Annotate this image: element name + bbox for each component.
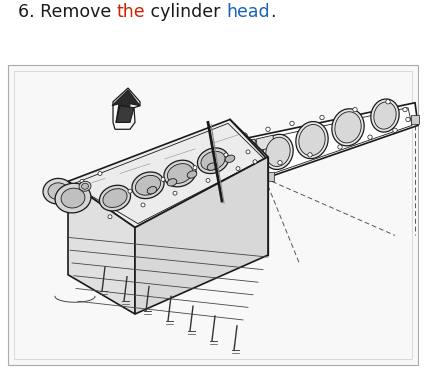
Circle shape — [250, 167, 254, 172]
Bar — [256, 175, 264, 184]
Polygon shape — [68, 181, 135, 314]
Circle shape — [308, 153, 312, 157]
Ellipse shape — [99, 185, 131, 211]
Ellipse shape — [79, 181, 91, 191]
Ellipse shape — [225, 155, 235, 163]
Circle shape — [353, 107, 357, 112]
Circle shape — [98, 172, 102, 175]
Ellipse shape — [187, 171, 197, 178]
Polygon shape — [112, 90, 140, 122]
Ellipse shape — [263, 134, 293, 169]
Circle shape — [338, 145, 342, 149]
Text: 6. Remove: 6. Remove — [18, 3, 117, 21]
Circle shape — [243, 133, 247, 137]
Ellipse shape — [371, 99, 399, 132]
Ellipse shape — [147, 186, 157, 194]
Circle shape — [368, 135, 372, 139]
Circle shape — [253, 160, 257, 164]
Circle shape — [128, 189, 132, 193]
Bar — [411, 115, 419, 124]
Circle shape — [320, 115, 324, 120]
Text: head: head — [226, 3, 270, 21]
Circle shape — [173, 191, 177, 195]
Circle shape — [403, 107, 407, 112]
Ellipse shape — [299, 125, 325, 156]
Polygon shape — [116, 106, 134, 122]
Ellipse shape — [81, 183, 89, 189]
Polygon shape — [256, 135, 274, 151]
Circle shape — [206, 178, 210, 182]
Circle shape — [386, 100, 390, 104]
Ellipse shape — [207, 163, 217, 170]
Ellipse shape — [43, 178, 73, 204]
Circle shape — [193, 166, 197, 170]
Circle shape — [80, 179, 84, 184]
Circle shape — [231, 157, 235, 161]
Ellipse shape — [55, 183, 91, 213]
Ellipse shape — [103, 189, 127, 207]
Circle shape — [108, 215, 112, 219]
Circle shape — [236, 167, 240, 170]
Ellipse shape — [135, 175, 160, 195]
Ellipse shape — [266, 137, 290, 166]
Ellipse shape — [296, 122, 328, 159]
Ellipse shape — [167, 179, 177, 186]
Circle shape — [161, 178, 165, 181]
Ellipse shape — [167, 164, 193, 184]
Circle shape — [246, 150, 250, 154]
Circle shape — [393, 128, 397, 132]
Ellipse shape — [201, 151, 225, 170]
Text: cylinder: cylinder — [146, 3, 226, 21]
Bar — [14, 71, 412, 359]
Circle shape — [278, 160, 282, 165]
Polygon shape — [238, 139, 256, 155]
Polygon shape — [135, 157, 268, 314]
Ellipse shape — [48, 183, 68, 200]
Ellipse shape — [335, 112, 361, 143]
Ellipse shape — [132, 172, 164, 198]
Ellipse shape — [332, 109, 364, 146]
Ellipse shape — [61, 188, 85, 208]
Circle shape — [290, 121, 294, 126]
Ellipse shape — [164, 160, 196, 187]
Circle shape — [266, 127, 270, 131]
Text: the: the — [117, 3, 146, 21]
Polygon shape — [68, 119, 268, 228]
Bar — [266, 172, 274, 181]
Ellipse shape — [374, 102, 396, 129]
Circle shape — [406, 117, 410, 122]
Circle shape — [83, 204, 87, 208]
Circle shape — [141, 203, 145, 207]
Polygon shape — [228, 103, 418, 178]
Ellipse shape — [197, 148, 229, 173]
Text: .: . — [270, 3, 275, 21]
Bar — [8, 65, 418, 365]
Circle shape — [224, 153, 228, 157]
